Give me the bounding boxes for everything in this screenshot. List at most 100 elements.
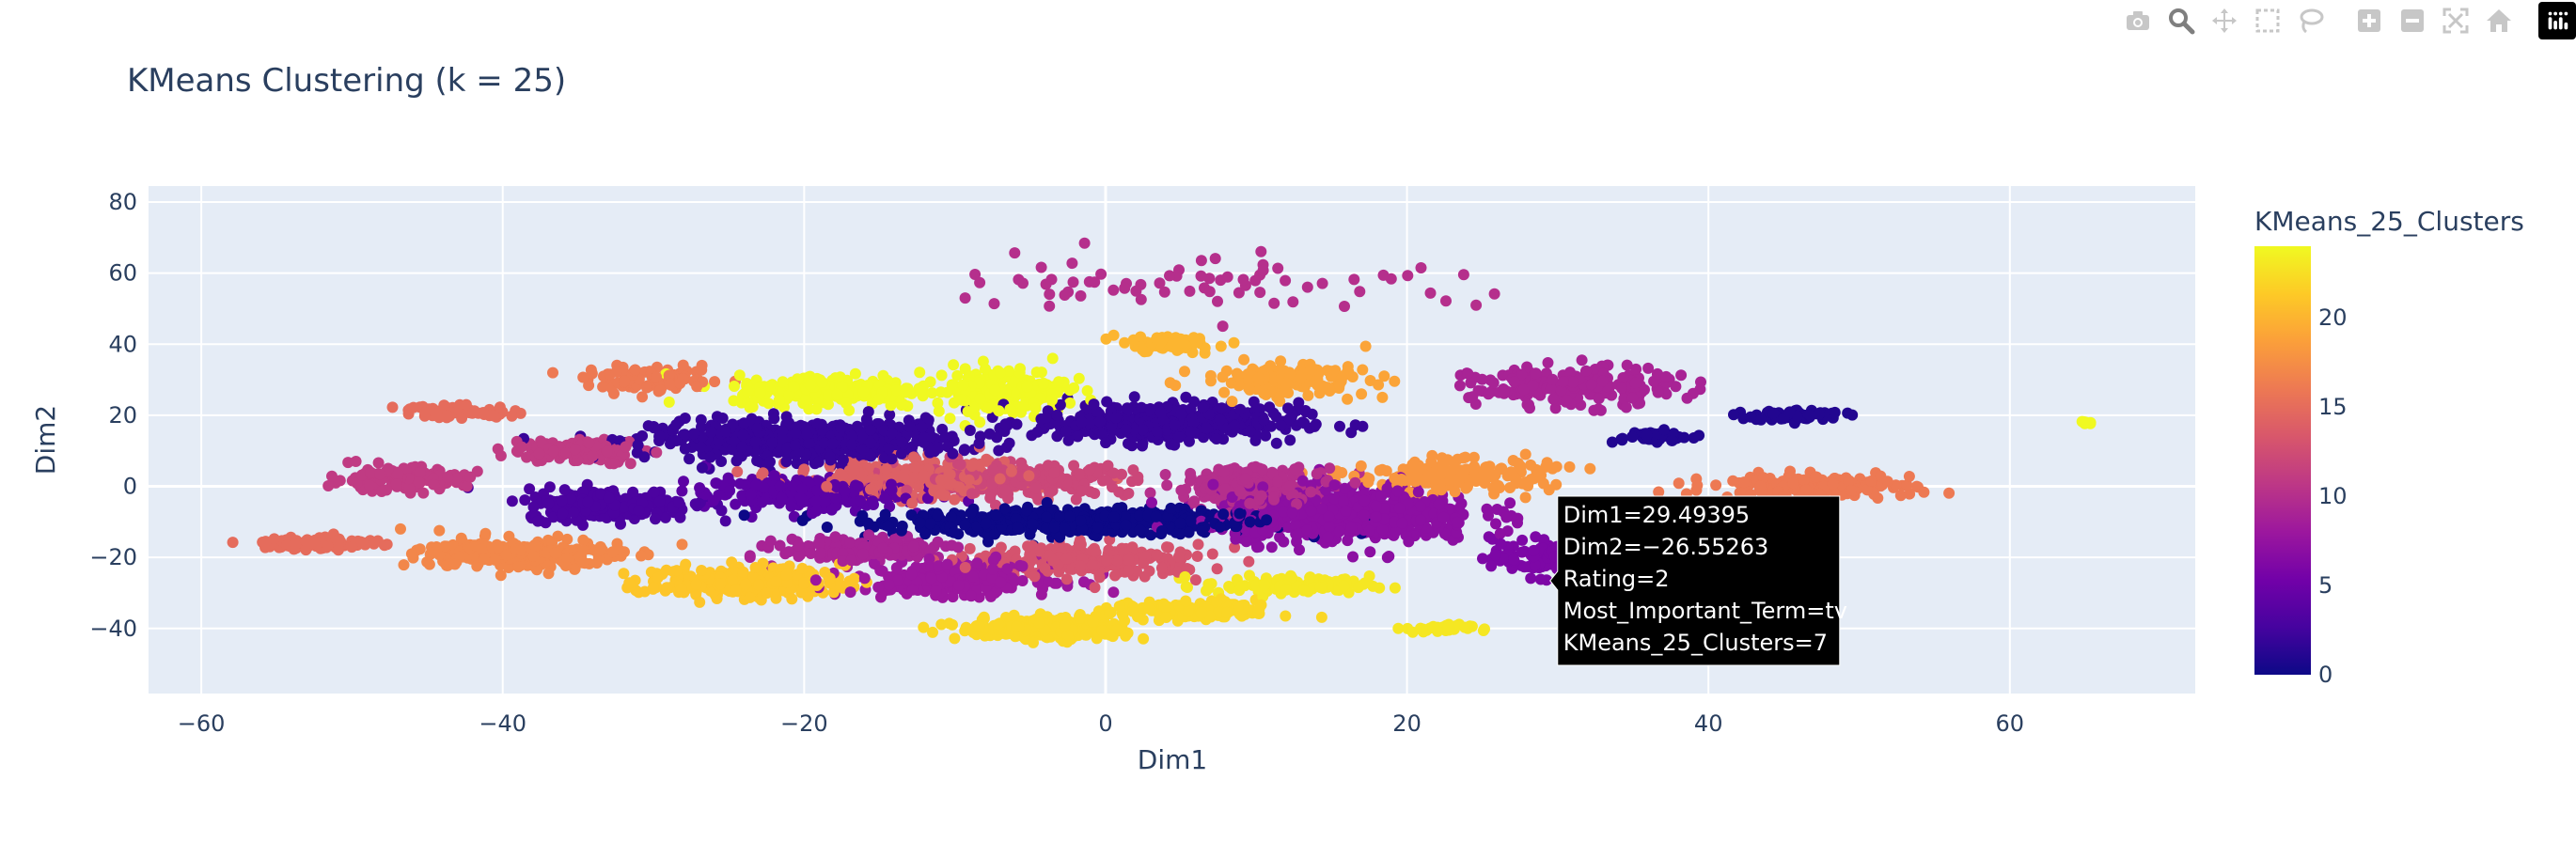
data-point[interactable]	[1089, 582, 1101, 594]
data-point[interactable]	[1547, 393, 1560, 405]
data-point[interactable]	[659, 511, 671, 523]
data-point[interactable]	[1904, 488, 1916, 500]
data-point[interactable]	[1402, 270, 1414, 282]
data-point[interactable]	[1389, 582, 1401, 594]
data-point[interactable]	[1109, 569, 1121, 582]
data-point[interactable]	[1088, 398, 1100, 411]
data-point[interactable]	[695, 413, 707, 426]
data-point[interactable]	[1130, 285, 1142, 297]
data-point[interactable]	[777, 376, 789, 388]
data-point[interactable]	[1158, 286, 1170, 298]
data-point[interactable]	[1059, 289, 1071, 301]
data-point[interactable]	[1728, 409, 1739, 421]
data-point[interactable]	[378, 539, 390, 552]
data-point[interactable]	[1918, 486, 1930, 498]
data-point[interactable]	[1135, 293, 1147, 305]
data-point[interactable]	[1044, 300, 1056, 312]
data-point[interactable]	[1357, 364, 1369, 376]
data-point[interactable]	[1013, 366, 1026, 379]
data-point[interactable]	[884, 409, 896, 421]
data-point[interactable]	[1695, 376, 1706, 388]
data-point[interactable]	[1485, 560, 1498, 572]
data-point[interactable]	[1095, 268, 1107, 280]
data-point[interactable]	[1249, 274, 1262, 287]
data-point[interactable]	[914, 366, 926, 379]
data-point[interactable]	[1257, 264, 1269, 276]
data-point[interactable]	[1306, 408, 1318, 420]
data-point[interactable]	[1206, 548, 1218, 560]
data-point[interactable]	[1363, 570, 1375, 582]
data-point[interactable]	[1943, 487, 1956, 499]
data-point[interactable]	[964, 542, 976, 554]
data-point[interactable]	[433, 524, 446, 537]
data-point[interactable]	[731, 466, 744, 477]
data-point[interactable]	[1324, 462, 1336, 475]
data-point[interactable]	[1901, 479, 1913, 491]
data-point[interactable]	[1436, 484, 1447, 496]
data-point[interactable]	[506, 495, 518, 507]
data-point[interactable]	[1211, 563, 1223, 575]
data-point[interactable]	[1240, 536, 1252, 548]
data-point[interactable]	[1376, 391, 1389, 403]
data-point[interactable]	[1352, 582, 1364, 594]
data-point[interactable]	[1829, 406, 1841, 418]
data-point[interactable]	[1030, 366, 1043, 379]
data-point[interactable]	[653, 495, 666, 507]
data-point[interactable]	[927, 626, 938, 638]
data-point[interactable]	[1424, 287, 1437, 299]
data-point[interactable]	[1164, 377, 1176, 389]
data-point[interactable]	[1678, 431, 1690, 444]
data-point[interactable]	[1235, 580, 1248, 592]
data-point[interactable]	[734, 477, 746, 490]
data-point[interactable]	[762, 398, 775, 410]
data-point[interactable]	[1101, 396, 1113, 408]
data-point[interactable]	[952, 541, 965, 554]
data-point[interactable]	[618, 568, 630, 580]
data-point[interactable]	[1078, 237, 1091, 249]
data-point[interactable]	[624, 458, 636, 470]
data-point[interactable]	[1415, 262, 1427, 273]
data-point[interactable]	[1054, 398, 1066, 411]
data-point[interactable]	[1066, 257, 1078, 270]
data-point[interactable]	[949, 632, 961, 645]
data-point[interactable]	[1128, 391, 1140, 403]
data-point[interactable]	[1584, 462, 1596, 475]
data-point[interactable]	[1144, 487, 1156, 499]
data-point[interactable]	[696, 364, 708, 376]
data-point[interactable]	[1301, 281, 1313, 293]
data-point[interactable]	[1060, 573, 1073, 585]
data-point[interactable]	[1576, 354, 1588, 366]
data-point[interactable]	[1316, 277, 1328, 289]
data-point[interactable]	[1518, 561, 1531, 573]
data-point[interactable]	[1362, 476, 1374, 489]
data-point[interactable]	[1075, 289, 1087, 302]
data-point[interactable]	[1681, 392, 1693, 404]
data-point[interactable]	[1064, 397, 1076, 409]
data-point[interactable]	[1154, 277, 1166, 289]
data-point[interactable]	[1003, 437, 1015, 449]
data-point[interactable]	[1745, 411, 1756, 423]
data-point[interactable]	[1143, 565, 1155, 577]
data-point[interactable]	[1302, 389, 1314, 401]
data-point[interactable]	[1185, 467, 1197, 479]
data-point[interactable]	[1081, 384, 1093, 397]
data-point[interactable]	[1223, 581, 1235, 592]
data-point[interactable]	[1188, 495, 1201, 507]
data-point[interactable]	[676, 485, 688, 497]
data-point[interactable]	[683, 453, 696, 465]
data-point[interactable]	[1073, 372, 1085, 384]
data-point[interactable]	[1673, 477, 1685, 490]
data-point[interactable]	[709, 376, 721, 388]
data-point[interactable]	[1074, 609, 1086, 620]
data-point[interactable]	[958, 444, 970, 457]
data-point[interactable]	[1254, 287, 1266, 299]
data-point[interactable]	[674, 511, 686, 523]
data-point[interactable]	[715, 505, 728, 517]
data-point[interactable]	[736, 490, 748, 502]
data-point[interactable]	[1215, 340, 1227, 352]
data-point[interactable]	[918, 621, 930, 633]
data-point[interactable]	[1179, 366, 1190, 378]
data-point[interactable]	[1185, 403, 1197, 415]
data-point[interactable]	[1519, 491, 1531, 504]
